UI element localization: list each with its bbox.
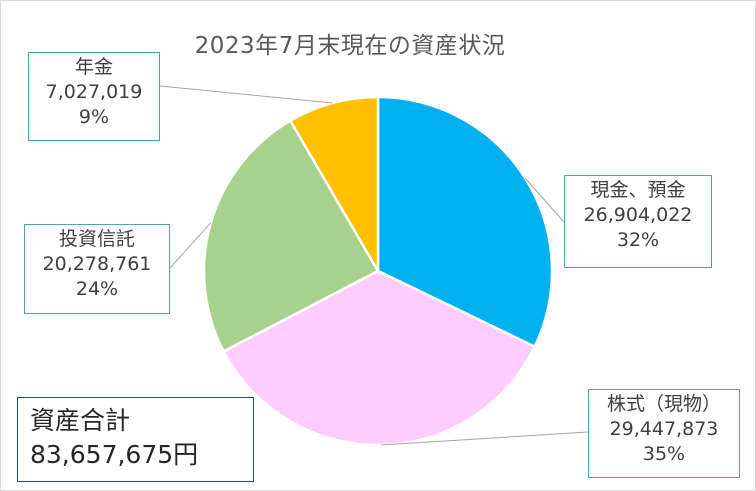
data-label-investment-trusts: 投資信託 20,278,761 24%: [24, 224, 170, 314]
data-label-value: 20,278,761: [42, 253, 152, 275]
total-assets-label: 資産合計: [30, 406, 131, 435]
data-label-percent: 9%: [78, 106, 110, 128]
leader-lines: [159, 85, 589, 446]
pie-slice-investment-trusts: [202, 118, 380, 354]
data-label-percent: 24%: [75, 278, 119, 300]
data-label-value: 7,027,019: [45, 81, 143, 103]
leader-line: [159, 85, 333, 104]
leader-line: [525, 178, 565, 223]
chart-title: 2023年7月末現在の資産状況: [194, 33, 506, 59]
pie-slice-stocks: [221, 269, 537, 447]
pie-slice-pension: [288, 95, 380, 276]
pie-slices: [202, 95, 554, 447]
leader-line: [169, 222, 212, 269]
data-label-pension: 年金 7,027,019 9%: [28, 52, 160, 141]
data-label-category: 現金、預金: [590, 179, 686, 201]
data-label-percent: 32%: [616, 229, 660, 251]
data-label-percent: 35%: [642, 443, 686, 465]
data-label-category: 投資信託: [58, 228, 135, 250]
data-label-value: 26,904,022: [583, 204, 693, 226]
data-label-cash-deposits: 現金、預金 26,904,022 32%: [564, 175, 712, 268]
data-label-category: 年金: [74, 56, 113, 78]
total-assets-box: 資産合計 83,657,675円: [17, 397, 254, 482]
data-label-category: 株式（現物）: [606, 393, 721, 415]
total-assets-value: 83,657,675円: [30, 440, 199, 469]
data-label-value: 29,447,873: [609, 418, 719, 440]
leader-line: [380, 431, 589, 446]
data-label-stocks: 株式（現物） 29,447,873 35%: [588, 389, 740, 478]
